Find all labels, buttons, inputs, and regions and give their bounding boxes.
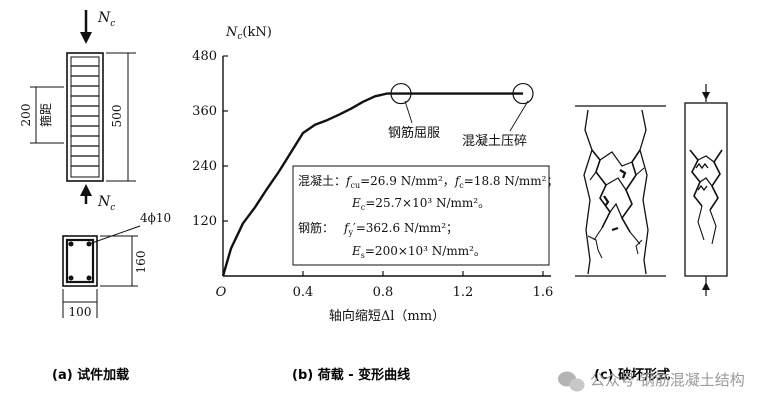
stirrups <box>71 65 99 167</box>
steel-line-2: Es=200×10³ N/mm²。 <box>351 244 486 260</box>
watermark: 公众号·钢筋混凝土结构 <box>558 371 745 392</box>
crush-leader <box>509 100 529 132</box>
spacing-label: 箍距 <box>38 103 53 127</box>
yield-marker <box>390 82 412 105</box>
x-tick-label: O <box>216 285 227 300</box>
cross-section-stirrup <box>65 238 95 284</box>
markers <box>390 82 534 105</box>
y-axis-title: Nc(kN) <box>225 25 272 42</box>
dim-100-label: 100 <box>69 305 92 319</box>
failure-panel <box>575 84 728 296</box>
top-load-arrow <box>80 10 92 44</box>
rebar-leader <box>88 225 141 245</box>
dim-160-label: 160 <box>134 251 148 274</box>
watermark-text: 公众号·钢筋混凝土结构 <box>590 371 745 389</box>
concrete-line-1: 混凝土：fcu=26.9 N/mm²，fc=18.8 N/mm²； <box>298 173 558 190</box>
caption-b: (b) 荷载 - 变形曲线 <box>292 367 410 383</box>
x-tick-label: 1.6 <box>533 285 554 300</box>
y-tick-label: 120 <box>192 214 217 229</box>
dim-100 <box>62 289 98 318</box>
top-load-label: Nc <box>97 10 115 29</box>
caption-c: (c) 破坏形式 <box>594 367 670 383</box>
rebar-label: 4ϕ10 <box>140 211 171 225</box>
y-ticks: 120 240 360 480 <box>192 49 228 229</box>
specimen-panel: Nc 200 箍距 <box>19 10 171 319</box>
concrete-line-2: Ec=25.7×10³ N/mm²。 <box>351 196 490 212</box>
steel-line-1: 钢筋： fy′=362.6 N/mm²； <box>298 220 458 237</box>
failed-specimen-2 <box>684 84 728 296</box>
yield-label: 钢筋屈服 <box>388 125 440 141</box>
column-inner <box>70 56 100 178</box>
yield-leader <box>404 100 413 124</box>
failed-specimen-1 <box>575 105 666 277</box>
crush-label: 混凝土压碎 <box>462 133 527 149</box>
caption-a: (a) 试件加载 <box>52 367 129 383</box>
x-tick-label: 1.2 <box>453 285 474 300</box>
dim-160 <box>100 235 138 287</box>
x-ticks: O 0.4 0.8 1.2 1.6 <box>216 271 554 300</box>
bottom-load-label: Nc <box>97 194 115 213</box>
y-tick-label: 480 <box>192 49 217 64</box>
y-tick-label: 360 <box>192 104 217 119</box>
column-outline <box>66 52 104 182</box>
x-tick-label: 0.8 <box>373 285 394 300</box>
x-tick-label: 0.4 <box>293 285 314 300</box>
dim-500 <box>106 52 136 182</box>
wechat-icon <box>558 371 585 392</box>
chart: Nc(kN) 轴向缩短Δl（mm） 120 240 360 480 O 0.4 0.8 1.… <box>192 25 558 324</box>
dim-500-label: 500 <box>110 105 124 128</box>
crush-marker <box>512 82 534 105</box>
dim-200-label: 200 <box>19 104 33 127</box>
y-tick-label: 240 <box>192 159 217 174</box>
x-axis-title: 轴向缩短Δl（mm） <box>329 308 445 324</box>
cross-section-outline <box>62 235 98 287</box>
material-properties-box <box>292 165 550 266</box>
dim-200 <box>30 86 64 144</box>
bottom-load-arrow <box>80 184 92 204</box>
